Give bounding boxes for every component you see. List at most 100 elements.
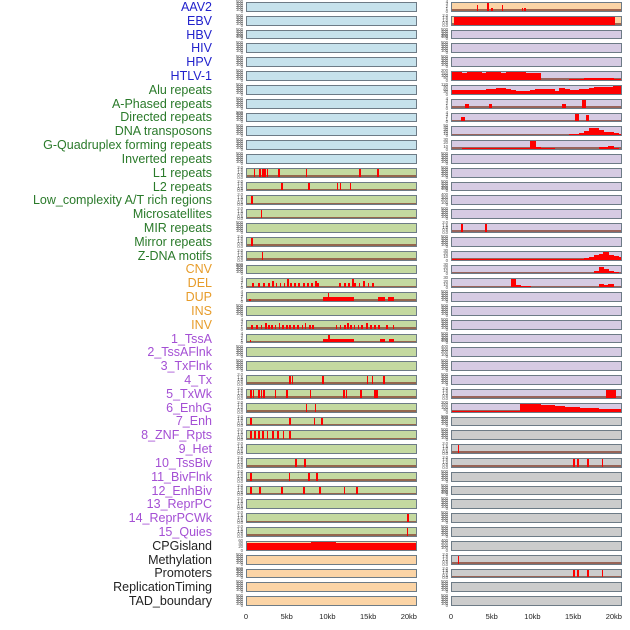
track-panel: 0.0 0.5 1.0 1.5 2.0: [427, 13, 622, 28]
y-tick-label: 3: [240, 319, 243, 325]
track-bars: [452, 99, 621, 108]
profile-bar: [593, 408, 600, 412]
track-label-l1-repeats: L1 repeats: [152, 165, 212, 180]
y-axis: 0 100 200 300 400: [427, 192, 449, 207]
profile-bar: [588, 77, 595, 80]
profile-bar: [613, 86, 619, 94]
track-label-del: DEL: [187, 276, 212, 291]
track-plot-area: [451, 471, 622, 482]
track-bars: [247, 31, 416, 39]
track-panel: 0 100 200 300 400 500: [222, 26, 417, 42]
y-axis: 0.0 0.5 1.0 1.5 2.0: [222, 248, 244, 263]
track-bars: [247, 100, 416, 108]
baseline: [452, 396, 621, 398]
track-plot-area: [246, 402, 417, 413]
baseline: [452, 230, 621, 232]
profile-bar: [300, 542, 307, 550]
value-bar: [255, 324, 258, 329]
value-bar: [349, 182, 352, 191]
track-bars: [452, 500, 621, 508]
track-plot-area: [451, 71, 622, 81]
baseline: [247, 285, 416, 288]
block-bar: [387, 297, 394, 301]
y-tick-label: 100: [235, 20, 243, 26]
track-plot-area: [246, 29, 417, 40]
baseline: [452, 9, 621, 11]
y-tick-label: 0: [445, 8, 448, 14]
profile-bar: [398, 543, 404, 550]
profile-bar: [613, 272, 619, 274]
y-tick-label: 300: [440, 513, 448, 519]
profile-bar: [500, 72, 507, 80]
y-tick-label: 200: [440, 349, 448, 355]
track-panel: 0 100 200 300 400 500: [427, 524, 622, 539]
track-label-2-tssaflnk: 2_TssAFlnk: [147, 345, 212, 360]
y-tick-label: 0.0: [237, 423, 243, 429]
block-bar: [322, 338, 354, 343]
y-tick-label: 400: [235, 553, 243, 559]
value-bar: [252, 389, 255, 398]
track-plot-area: [451, 29, 622, 40]
profile-bar: [603, 77, 609, 80]
value-bar: [277, 431, 279, 440]
track-plot-area: [451, 195, 622, 206]
track-bars: [247, 541, 416, 550]
track-plot-area: [451, 596, 622, 606]
value-bar: [460, 117, 465, 122]
y-tick-label: 0: [240, 160, 243, 166]
value-bar: [301, 324, 304, 329]
y-tick-label: 3: [445, 111, 448, 117]
y-tick-label: 300: [235, 99, 243, 105]
profile-bar: [403, 543, 409, 550]
y-tick-label: 1.0: [237, 197, 243, 203]
y-tick-label: 100: [440, 34, 448, 40]
y-tick-label: 400: [440, 318, 448, 324]
value-bar: [356, 486, 358, 495]
profile-bar: [256, 542, 263, 550]
profile-bar: [549, 148, 556, 149]
profile-bar: [525, 148, 531, 149]
profile-bar: [583, 407, 590, 412]
y-axis: 0 100 200 300 400 500: [427, 165, 449, 180]
y-tick-label: 0.0: [237, 450, 243, 456]
value-bar: [573, 459, 575, 467]
profile-bar: [593, 255, 600, 260]
profile-bar: [618, 78, 621, 80]
track-panel: 0 100 200 300 400 500: [222, 40, 417, 55]
profile-bar: [466, 148, 473, 149]
y-tick-label: 0: [445, 160, 448, 166]
value-bar: [264, 168, 266, 177]
track-plot-area: [451, 2, 622, 12]
track-bars: [452, 459, 621, 467]
track-plot-area: [451, 264, 622, 275]
y-tick-label: 100: [235, 75, 243, 81]
y-tick-label: 0: [240, 547, 243, 553]
track-panel: 0.0 0.5 1.0 1.5 2.0: [222, 482, 417, 498]
y-tick-label: 0.5: [237, 531, 243, 537]
y-tick-label: 300: [440, 486, 448, 492]
y-axis: 0.0 0.5 1.0 1.5 2.0: [222, 482, 244, 498]
y-axis: 0 100 200 300 400 500: [427, 579, 449, 594]
value-bar: [286, 389, 288, 398]
y-tick-label: 300: [235, 154, 243, 160]
track-panel: 0 100 200 300 400 500: [427, 206, 622, 221]
y-tick-label: 0.5: [442, 19, 448, 25]
profile-bar: [510, 148, 517, 149]
y-tick-label: 400: [440, 498, 448, 504]
profile-bar: [505, 148, 512, 149]
y-tick-label: 500: [235, 0, 243, 4]
y-tick-label: 60: [238, 537, 243, 543]
y-tick-label: 100: [440, 351, 448, 357]
track-bars: [247, 597, 416, 605]
y-tick-label: 0.5: [237, 213, 243, 219]
track-bars: [452, 155, 621, 163]
y-axis: 0 100 200 300 400 500: [222, 552, 244, 567]
value-bar: [460, 224, 463, 232]
value-bar: [359, 168, 361, 177]
y-tick-label: 400: [440, 470, 448, 476]
y-tick-label: 100: [440, 421, 448, 427]
profile-bar: [530, 90, 536, 94]
y-tick-label: 2.0: [237, 233, 243, 239]
value-bar: [382, 376, 385, 384]
y-tick-label: 300: [235, 140, 243, 146]
